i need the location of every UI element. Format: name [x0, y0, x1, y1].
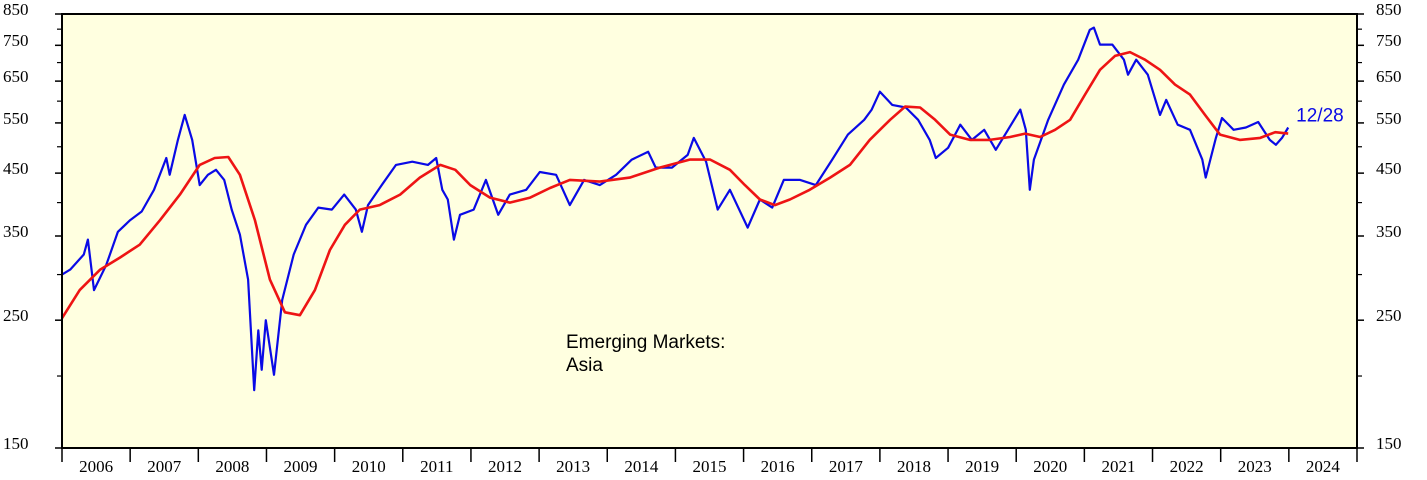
y-tick-label: 150	[3, 434, 29, 453]
x-tick-label: 2020	[1033, 457, 1067, 476]
plot-background	[62, 14, 1357, 448]
marks	[60, 26, 1290, 392]
x-tick-label: 2014	[624, 457, 659, 476]
y-tick-label: 550	[3, 109, 29, 128]
y-tick-label: 750	[3, 31, 29, 50]
x-tick-label: 2015	[693, 457, 727, 476]
y-tick-label: 450	[3, 159, 29, 178]
x-tick-label: 2008	[215, 457, 249, 476]
y2-tick-label: 450	[1376, 159, 1402, 178]
y-tick-label: 850	[3, 0, 29, 19]
x-tick-label: 2006	[79, 457, 113, 476]
x-tick-label: 2011	[420, 457, 453, 476]
y-tick-label: 350	[3, 222, 29, 241]
annotation: Asia	[566, 355, 603, 376]
x-tick-label: 2022	[1170, 457, 1204, 476]
y2-tick-label: 650	[1376, 67, 1402, 86]
y-tick-label: 250	[3, 306, 29, 325]
x-tick-label: 2012	[488, 457, 522, 476]
x-tick-label: 2010	[352, 457, 386, 476]
x-tick-label: 2007	[147, 457, 182, 476]
annotation: Emerging Markets:	[566, 332, 725, 353]
plot-frame	[61, 13, 1358, 449]
y-tick-label: 650	[3, 67, 29, 86]
x-tick-label: 2023	[1238, 457, 1272, 476]
x-tick-label: 2016	[761, 457, 795, 476]
x-tick-label: 2009	[284, 457, 318, 476]
y2-tick-label: 850	[1376, 0, 1402, 19]
y2-tick-label: 350	[1376, 222, 1402, 241]
series-line	[60, 50, 1289, 319]
y2-tick-label: 750	[1376, 31, 1402, 50]
y2-tick-label: 150	[1376, 434, 1402, 453]
x-tick-label: 2013	[556, 457, 590, 476]
x-tick-label: 2019	[965, 457, 999, 476]
x-tick-label: 2024	[1306, 457, 1341, 476]
x-tick-label: 2021	[1101, 457, 1135, 476]
y2-tick-label: 550	[1376, 109, 1402, 128]
x-tick-label: 2017	[829, 457, 864, 476]
end-label: 12/28	[1296, 106, 1344, 127]
x-tick-label: 2018	[897, 457, 931, 476]
y2-tick-label: 250	[1376, 306, 1402, 325]
